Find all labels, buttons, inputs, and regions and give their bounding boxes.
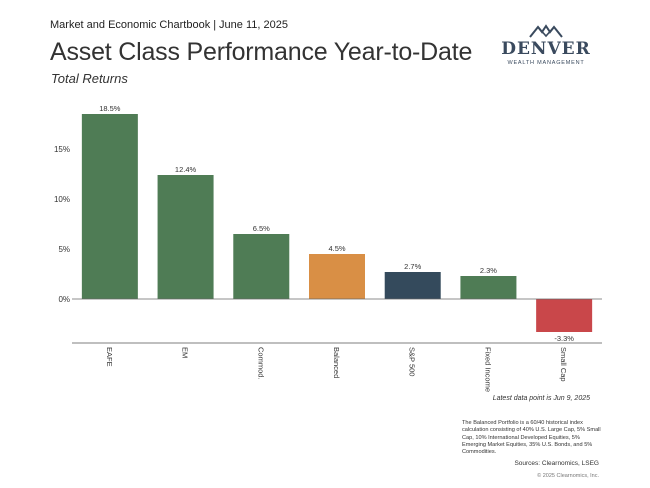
x-category-label: Small Cap bbox=[559, 347, 568, 382]
mountain-icon bbox=[529, 24, 563, 38]
bar-value-label: 6.5% bbox=[253, 224, 270, 233]
returns-bar-chart: 0% 5% 10% 15% 18.5% EAFE 12.4% EM 6.5% Commod. 4.5… bbox=[54, 104, 602, 392]
sources-note: Sources: Clearnomics, LSEG bbox=[514, 460, 599, 467]
y-tick-label: 0% bbox=[58, 295, 70, 304]
y-tick-label: 5% bbox=[58, 245, 70, 254]
y-tick-label: 15% bbox=[54, 145, 70, 154]
page-title: Asset Class Performance Year-to-Date bbox=[50, 38, 473, 66]
logo-name: DENVER bbox=[501, 39, 591, 59]
chartbook-name: Market and Economic Chartbook bbox=[50, 19, 211, 31]
copyright-note: © 2025 Clearnomics, Inc. bbox=[537, 473, 599, 479]
chartbook-header: Market and Economic Chartbook | June 11, 2… bbox=[50, 19, 288, 31]
bar-fixed-income bbox=[460, 276, 517, 299]
bar-balanced bbox=[309, 254, 365, 299]
balanced-portfolio-footnote: The Balanced Portfolio is a 60/40 histor… bbox=[462, 420, 601, 456]
chartbook-date: June 11, 2025 bbox=[219, 19, 288, 31]
bar-em bbox=[157, 175, 214, 299]
y-tick-label: 10% bbox=[54, 195, 70, 204]
header-separator: | bbox=[213, 19, 217, 31]
x-category-label: EM bbox=[181, 347, 190, 358]
page-subtitle: Total Returns bbox=[51, 71, 128, 86]
bar-value-label: 12.4% bbox=[175, 165, 197, 174]
bar-commod- bbox=[233, 234, 290, 299]
x-category-label: S&P 500 bbox=[408, 347, 417, 376]
bar-eafe bbox=[81, 114, 138, 299]
x-category-label: Fixed Income bbox=[483, 347, 492, 392]
x-category-label: Commod. bbox=[256, 347, 265, 380]
latest-data-note: Latest data point is Jun 9, 2025 bbox=[492, 395, 590, 402]
bar-value-label: 18.5% bbox=[99, 104, 121, 113]
bar-small-cap bbox=[536, 299, 593, 332]
bar-value-label: -3.3% bbox=[554, 334, 574, 343]
x-category-label: EAFE bbox=[105, 347, 114, 367]
bar-s-p-500 bbox=[384, 272, 441, 299]
bar-value-label: 4.5% bbox=[328, 244, 345, 253]
company-logo: DENVER WEALTH MANAGEMENT bbox=[496, 24, 596, 76]
bar-value-label: 2.3% bbox=[480, 266, 497, 275]
logo-tagline: WEALTH MANAGEMENT bbox=[507, 60, 585, 66]
bar-value-label: 2.7% bbox=[404, 262, 421, 271]
x-category-label: Balanced bbox=[332, 347, 341, 378]
